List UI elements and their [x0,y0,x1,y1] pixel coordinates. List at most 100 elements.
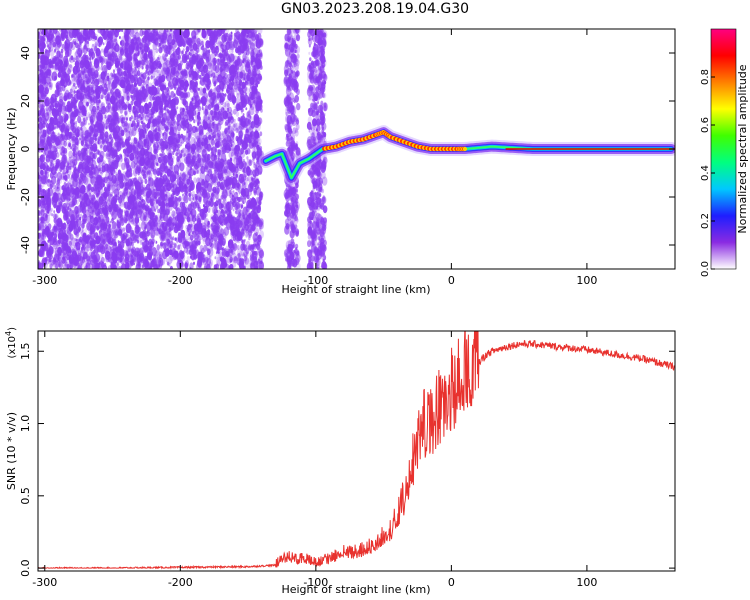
noise-dot [162,131,168,141]
noise-dot [71,247,74,251]
noise-dot [80,261,83,266]
noise-dot [255,252,259,258]
noise-dot [196,109,199,112]
noise-dot [107,157,111,163]
noise-dot [109,220,112,224]
noise-dot [150,201,154,207]
noise-dot [111,49,113,53]
noise-dot [220,133,224,140]
noise-dot [87,173,89,177]
noise-dot [177,197,181,203]
noise-dot [47,188,51,193]
noise-scatter [38,29,328,269]
noise-dot [254,183,259,191]
noise-dot [249,42,256,52]
noise-dot [89,56,92,61]
noise-dot [224,121,228,127]
noise-dot [200,32,204,38]
noise-dot [242,214,246,220]
noise-dot [131,129,134,134]
noise-dot [243,182,246,185]
noise-dot [220,152,227,163]
noise-dot [258,138,262,145]
noise-dot [47,43,52,50]
noise-dot [245,149,249,155]
noise-dot [100,95,104,100]
noise-dot [154,57,156,60]
noise-dot [75,55,79,62]
noise-dot [198,169,202,174]
noise-dot [147,49,151,55]
noise-dot [129,127,135,137]
noise-dot [63,157,66,162]
noise-dot [48,105,52,112]
noise-dot [155,200,159,204]
noise-dot [243,94,250,105]
noise-dot [235,173,239,178]
noise-dot [98,216,101,220]
noise-dot [155,240,158,244]
noise-dot [212,174,219,184]
noise-dot [164,58,168,63]
noise-dot [54,48,57,52]
noise-dot [168,29,174,37]
noise-dot [183,135,186,141]
noise-dot [210,138,215,146]
noise-dot [242,113,245,117]
noise-dot [245,92,247,96]
noise-dot [175,200,179,207]
noise-dot [233,104,236,109]
noise-dot [140,116,143,120]
noise-dot [57,132,60,136]
noise-dot [185,50,188,55]
noise-dot [191,230,194,235]
noise-dot [260,108,263,113]
noise-dot [249,160,252,164]
noise-dot [56,152,60,158]
noise-dot [70,237,76,246]
noise-dot [78,53,81,58]
noise-dot [231,151,234,157]
noise-dot [245,107,248,111]
noise-dot [61,145,64,151]
noise-dot [179,172,182,177]
noise-dot [50,207,53,212]
noise-dot [121,243,124,248]
noise-dot [144,114,149,121]
noise-dot [189,80,193,85]
noise-dot [216,130,222,138]
noise-dot [193,261,195,265]
noise-dot [170,164,175,172]
noise-dot [251,177,253,181]
noise-dot [91,57,94,60]
noise-dot [53,210,56,214]
noise-dot [69,88,73,94]
noise-dot [117,117,121,124]
noise-dot [228,151,233,158]
noise-dot [226,107,230,113]
noise-dot [53,233,58,239]
noise-dot [199,42,202,47]
noise-dot [86,116,89,121]
noise-dot [235,233,237,237]
noise-dot [187,55,190,59]
noise-dot [58,51,64,59]
noise-dot [232,208,235,212]
noise-dot [209,63,212,67]
noise-dot [139,239,143,246]
noise-dot [161,153,164,159]
noise-dot [142,113,147,121]
noise-dot [172,145,177,153]
noise-dot [70,55,74,61]
noise-dot [148,94,152,101]
noise-dot [245,233,248,239]
noise-dot [233,242,237,249]
noise-dot [69,64,72,69]
noise-dot [166,115,170,122]
noise-dot [247,244,252,251]
noise-dot [186,249,190,255]
noise-dot [199,109,202,114]
noise-dot [82,222,86,227]
noise-dot [111,184,116,191]
